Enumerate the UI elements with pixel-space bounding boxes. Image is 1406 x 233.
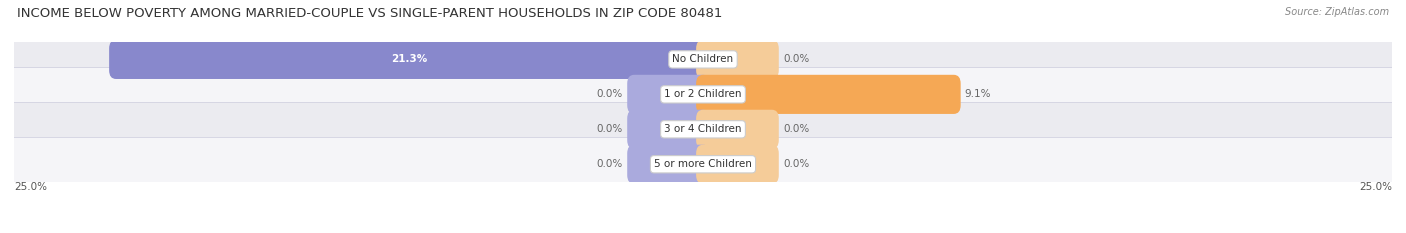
FancyBboxPatch shape [696,110,779,149]
Text: INCOME BELOW POVERTY AMONG MARRIED-COUPLE VS SINGLE-PARENT HOUSEHOLDS IN ZIP COD: INCOME BELOW POVERTY AMONG MARRIED-COUPL… [17,7,723,20]
FancyBboxPatch shape [6,137,1400,191]
FancyBboxPatch shape [627,110,710,149]
Text: 0.0%: 0.0% [783,124,810,134]
Text: 3 or 4 Children: 3 or 4 Children [664,124,742,134]
FancyBboxPatch shape [627,145,710,184]
Text: 0.0%: 0.0% [596,124,623,134]
FancyBboxPatch shape [627,75,710,114]
Text: 1 or 2 Children: 1 or 2 Children [664,89,742,99]
Legend: Married Couples, Single Parents: Married Couples, Single Parents [586,230,820,233]
Text: 0.0%: 0.0% [783,159,810,169]
FancyBboxPatch shape [696,75,960,114]
FancyBboxPatch shape [6,33,1400,86]
Text: 25.0%: 25.0% [14,182,46,192]
FancyBboxPatch shape [6,68,1400,121]
Text: No Children: No Children [672,55,734,64]
FancyBboxPatch shape [696,145,779,184]
Text: Source: ZipAtlas.com: Source: ZipAtlas.com [1285,7,1389,17]
Text: 9.1%: 9.1% [965,89,991,99]
Text: 25.0%: 25.0% [1360,182,1392,192]
FancyBboxPatch shape [696,40,779,79]
FancyBboxPatch shape [110,40,710,79]
Text: 5 or more Children: 5 or more Children [654,159,752,169]
Text: 21.3%: 21.3% [391,55,427,64]
Text: 0.0%: 0.0% [783,55,810,64]
FancyBboxPatch shape [6,103,1400,156]
Text: 0.0%: 0.0% [596,159,623,169]
Text: 0.0%: 0.0% [596,89,623,99]
